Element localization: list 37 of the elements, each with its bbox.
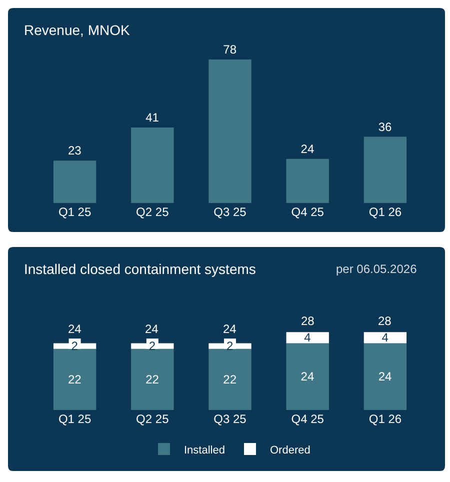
total-label: 28 [378,314,392,328]
data-label: 24 [300,142,314,156]
bar [208,59,252,203]
x-tick-label: Q1 26 [368,412,402,426]
data-label: 41 [146,110,160,125]
bar [286,158,329,203]
data-label: 4 [382,330,389,345]
data-label: 24 [300,370,314,384]
legend-label: Installed [184,444,225,456]
chart-title: Installed closed containment systems [24,261,256,277]
data-label: 23 [68,144,82,158]
data-label: 22 [223,372,237,386]
x-tick-label: Q1 25 [58,205,92,219]
chart-subtitle: per 06.05.2026 [336,262,418,276]
data-label: 78 [223,42,237,56]
bar [53,160,96,203]
x-tick-label: Q1 25 [58,412,92,426]
x-tick-label: Q4 25 [291,412,324,426]
x-tick-label: Q3 25 [214,205,247,219]
bar [131,128,174,203]
legend-label: Ordered [270,444,310,456]
x-tick-label: Q4 25 [291,205,324,219]
data-label: 36 [378,120,392,134]
total-label: 24 [145,322,159,336]
x-tick-label: Q2 25 [136,412,170,426]
data-label: 22 [146,372,160,386]
bar [364,136,407,203]
total-label: 28 [301,314,315,328]
x-tick-label: Q3 25 [214,412,247,426]
total-label: 24 [68,322,82,336]
data-label: 22 [68,372,82,386]
x-tick-label: Q2 25 [136,205,170,219]
data-label: 4 [304,330,312,345]
x-tick-label: Q1 26 [368,205,402,219]
data-label: 24 [378,370,392,384]
chart-title: Revenue, MNOK [24,22,130,38]
total-label: 24 [223,322,237,336]
